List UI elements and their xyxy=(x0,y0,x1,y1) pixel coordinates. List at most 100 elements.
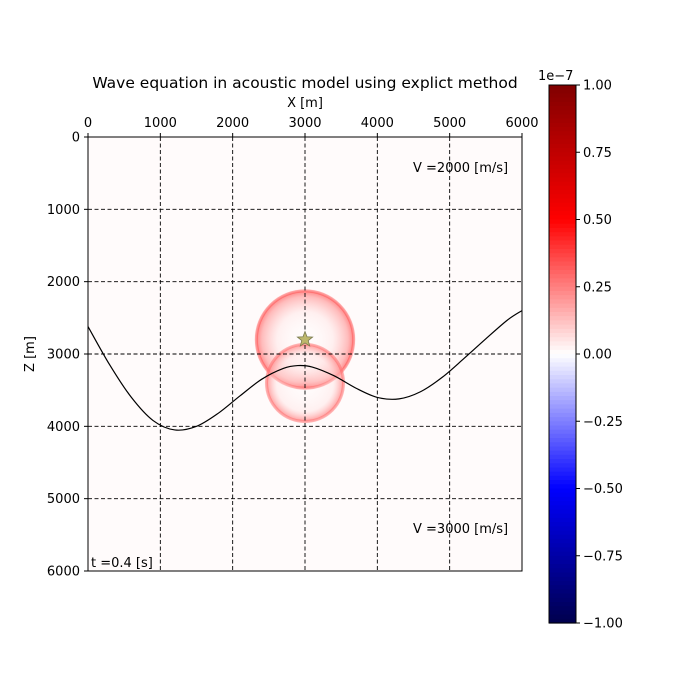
colorbar-strip xyxy=(549,169,576,174)
colorbar-strip xyxy=(549,396,576,401)
colorbar-strip xyxy=(549,219,576,225)
colorbar-strip xyxy=(549,459,576,464)
colorbar-strip xyxy=(549,236,576,242)
colorbar-strip xyxy=(549,127,576,132)
y-axis-label: Z [m] xyxy=(23,336,38,372)
colorbar-strip xyxy=(549,307,576,313)
colorbar-strip xyxy=(549,370,576,376)
colorbar-strip xyxy=(549,509,576,515)
colorbar-strip xyxy=(549,383,576,389)
z-tick-label: 4000 xyxy=(47,420,80,435)
colorbar-strip xyxy=(549,517,576,523)
colorbar-strip xyxy=(549,446,576,452)
colorbar-strip xyxy=(549,530,576,536)
y-axis-ticks: 0 1000 2000 3000 4000 5000 6000 xyxy=(47,131,88,580)
colorbar-ticks: 1.00 0.75 0.50 0.25 0.00 −0.25 −0.50 −0.75 −1.00 xyxy=(576,79,623,632)
colorbar-strip xyxy=(549,244,576,250)
z-tick-label: 1000 xyxy=(47,203,80,218)
colorbar-strip xyxy=(549,547,576,553)
colorbar-strip xyxy=(549,110,576,116)
colorbar-strip xyxy=(549,337,576,342)
colorbar-strip xyxy=(549,257,576,263)
colorbar-strip xyxy=(549,139,576,145)
colorbar-strip xyxy=(549,85,576,90)
colorbar-strip xyxy=(549,358,576,363)
colorbar-strip xyxy=(549,404,576,410)
colorbar-strip xyxy=(549,362,576,368)
colorbar-tick-label: 0.50 xyxy=(583,213,612,228)
colorbar-strip xyxy=(549,227,576,233)
colorbar-strip xyxy=(549,601,576,607)
colorbar-strip xyxy=(549,253,576,258)
colorbar-strip xyxy=(549,164,576,170)
colorbar-strip xyxy=(549,421,576,427)
colorbar-strip xyxy=(549,538,576,544)
wavefront-ring-2 xyxy=(264,342,346,423)
colorbar-strip xyxy=(549,375,576,380)
colorbar-strip xyxy=(549,177,576,183)
colorbar-strip xyxy=(549,97,576,103)
colorbar-strip xyxy=(549,215,576,221)
colorbar-strip xyxy=(549,467,576,473)
z-tick-label: 2000 xyxy=(47,275,80,290)
colorbar-strip xyxy=(549,438,576,443)
colorbar-strip xyxy=(549,240,576,246)
colorbar-strip xyxy=(549,543,576,548)
colorbar-tick-label: −1.00 xyxy=(583,617,623,632)
time-label: t =0.4 [s] xyxy=(91,556,153,571)
x-tick-label: 5000 xyxy=(433,116,466,131)
colorbar-strip xyxy=(549,295,576,300)
colorbar-strip xyxy=(549,286,576,292)
colorbar-tick-label: 1.00 xyxy=(583,79,612,94)
colorbar: 1.00 0.75 0.50 0.25 0.00 −0.25 −0.50 −0.75 −1.00… xyxy=(538,69,623,632)
colorbar-strip xyxy=(549,433,576,439)
colorbar-strip xyxy=(549,265,576,271)
colorbar-strip xyxy=(549,501,576,506)
colorbar-strip xyxy=(549,614,576,620)
z-tick-label: 0 xyxy=(72,131,80,146)
chart-title: Wave equation in acoustic model using ex… xyxy=(92,74,517,92)
colorbar-strip xyxy=(549,160,576,166)
colorbar-strip xyxy=(549,471,576,477)
colorbar-strip xyxy=(549,316,576,321)
colorbar-strip xyxy=(549,349,576,355)
colorbar-strip xyxy=(549,526,576,532)
colorbar-strip xyxy=(549,194,576,200)
colorbar-strip xyxy=(549,148,576,153)
colorbar-exponent-label: 1e−7 xyxy=(538,69,573,84)
colorbar-strip xyxy=(549,513,576,519)
colorbar-strip xyxy=(549,559,576,565)
x-axis-label: X [m] xyxy=(287,96,323,111)
colorbar-strip xyxy=(549,564,576,569)
x-tick-label: 2000 xyxy=(216,116,249,131)
colorbar-strip xyxy=(549,379,576,385)
colorbar-strip xyxy=(549,198,576,204)
x-tick-label: 6000 xyxy=(505,116,538,131)
colorbar-strip xyxy=(549,89,576,94)
colorbar-strip xyxy=(549,400,576,406)
colorbar-strip xyxy=(549,488,576,494)
x-tick-label: 1000 xyxy=(144,116,177,131)
colorbar-gradient xyxy=(549,85,576,624)
interface-curve xyxy=(88,310,522,431)
colorbar-strip xyxy=(549,450,576,456)
colorbar-strip xyxy=(549,387,576,393)
x-axis-ticks: 0 1000 2000 3000 4000 5000 6000 xyxy=(84,116,539,137)
source-star-icon xyxy=(296,330,314,347)
colorbar-strip xyxy=(549,492,576,498)
colorbar-strip xyxy=(549,442,576,448)
colorbar-strip xyxy=(549,576,576,582)
colorbar-strip xyxy=(549,206,576,212)
colorbar-strip xyxy=(549,354,576,359)
colorbar-strip xyxy=(549,324,576,330)
colorbar-strip xyxy=(549,572,576,578)
colorbar-strip xyxy=(549,311,576,317)
colorbar-strip xyxy=(549,484,576,490)
colorbar-strip xyxy=(549,202,576,208)
x-tick-label: 0 xyxy=(84,116,92,131)
colorbar-strip xyxy=(549,122,576,128)
z-tick-label: 3000 xyxy=(47,348,80,363)
colorbar-strip xyxy=(549,505,576,511)
colorbar-strip xyxy=(549,610,576,616)
